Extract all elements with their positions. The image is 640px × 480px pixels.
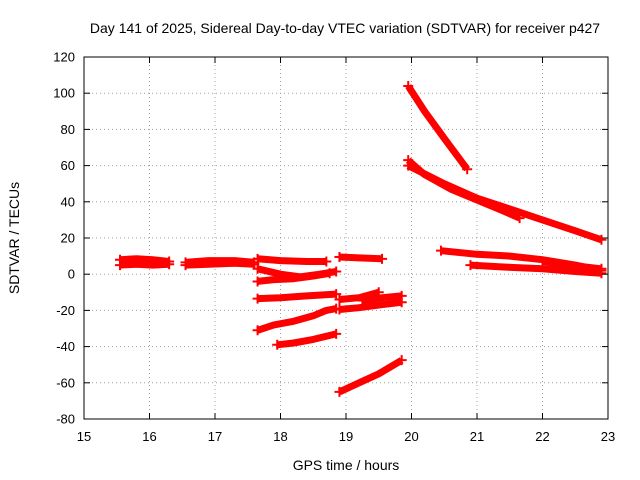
data-series-s13: [339, 298, 403, 313]
data-series-s10: [276, 330, 338, 349]
data-point-marker: [321, 256, 332, 267]
data-point-marker: [435, 245, 446, 256]
data-point-marker: [396, 355, 407, 366]
data-series-s5: [257, 255, 327, 265]
y-tick-label: -80: [56, 412, 75, 427]
x-tick-label: 19: [339, 429, 353, 444]
y-tick-label: -40: [56, 339, 75, 354]
x-tick-label: 20: [404, 429, 418, 444]
x-tick-label: 17: [208, 429, 222, 444]
data-series-s18: [406, 162, 603, 244]
data-point-marker: [396, 290, 407, 301]
y-tick-label: 0: [68, 267, 75, 282]
data-series-s1: [119, 255, 170, 265]
data-point-marker: [331, 266, 342, 277]
data-series-s12: [339, 288, 380, 303]
data-series-s14: [361, 292, 403, 304]
data-series-s16: [405, 84, 471, 172]
data-point-marker: [252, 276, 263, 287]
data-point-marker: [180, 260, 191, 271]
x-tick-label: 18: [273, 429, 287, 444]
y-tick-label: 120: [53, 50, 75, 65]
x-tick-label: 22: [535, 429, 549, 444]
y-tick-label: -20: [56, 303, 75, 318]
chart-title: Day 141 of 2025, Sidereal Day-to-day VTE…: [90, 20, 600, 36]
data-series-s21: [542, 258, 602, 273]
y-tick-label: 100: [53, 86, 75, 101]
y-tick-label: 20: [61, 231, 75, 246]
axis-ticks: 15 16 17 18 19 20 21 22 23 -80 -60 -40 -20 0 20 40 60 80 1…: [53, 50, 615, 445]
data-point-marker: [252, 253, 263, 264]
data-point-marker: [164, 259, 175, 270]
data-point-marker: [403, 80, 414, 91]
data-series: [115, 80, 607, 397]
x-tick-label: 23: [601, 429, 615, 444]
data-point-marker: [252, 325, 263, 336]
data-point-marker: [334, 252, 345, 263]
data-point-marker: [324, 268, 335, 279]
data-point-marker: [465, 260, 476, 271]
data-series-s4: [185, 259, 255, 269]
y-tick-label: -60: [56, 375, 75, 390]
data-point-marker: [331, 289, 342, 300]
data-series-s20: [470, 261, 602, 277]
data-point-marker: [334, 386, 345, 397]
y-tick-label: 60: [61, 158, 75, 173]
data-series-s2: [119, 260, 170, 269]
data-point-marker: [596, 234, 607, 245]
x-tick-label: 15: [77, 429, 91, 444]
data-point-marker: [537, 256, 548, 267]
data-point-marker: [377, 253, 388, 264]
data-point-marker: [115, 260, 126, 271]
data-series-s8: [257, 290, 337, 303]
x-axis-label: GPS time / hours: [293, 457, 400, 473]
data-point-marker: [252, 293, 263, 304]
y-axis-label: SDTVAR / TECUs: [6, 182, 22, 294]
data-series-s11: [339, 253, 383, 263]
data-point-marker: [403, 160, 414, 171]
data-series-s15: [337, 357, 404, 396]
grid-lines: [84, 57, 608, 419]
data-point-marker: [462, 164, 473, 175]
data-point-marker: [596, 263, 607, 274]
data-point-marker: [334, 304, 345, 315]
data-point-marker: [357, 295, 368, 306]
y-tick-label: 40: [61, 194, 75, 209]
data-point-marker: [252, 263, 263, 274]
data-series-s9: [256, 305, 337, 334]
y-tick-label: 80: [61, 122, 75, 137]
x-tick-label: 21: [470, 429, 484, 444]
data-point-marker: [331, 328, 342, 339]
data-series-s7: [257, 269, 331, 285]
x-tick-label: 16: [142, 429, 156, 444]
data-point-marker: [334, 294, 345, 305]
data-point-marker: [272, 339, 283, 350]
